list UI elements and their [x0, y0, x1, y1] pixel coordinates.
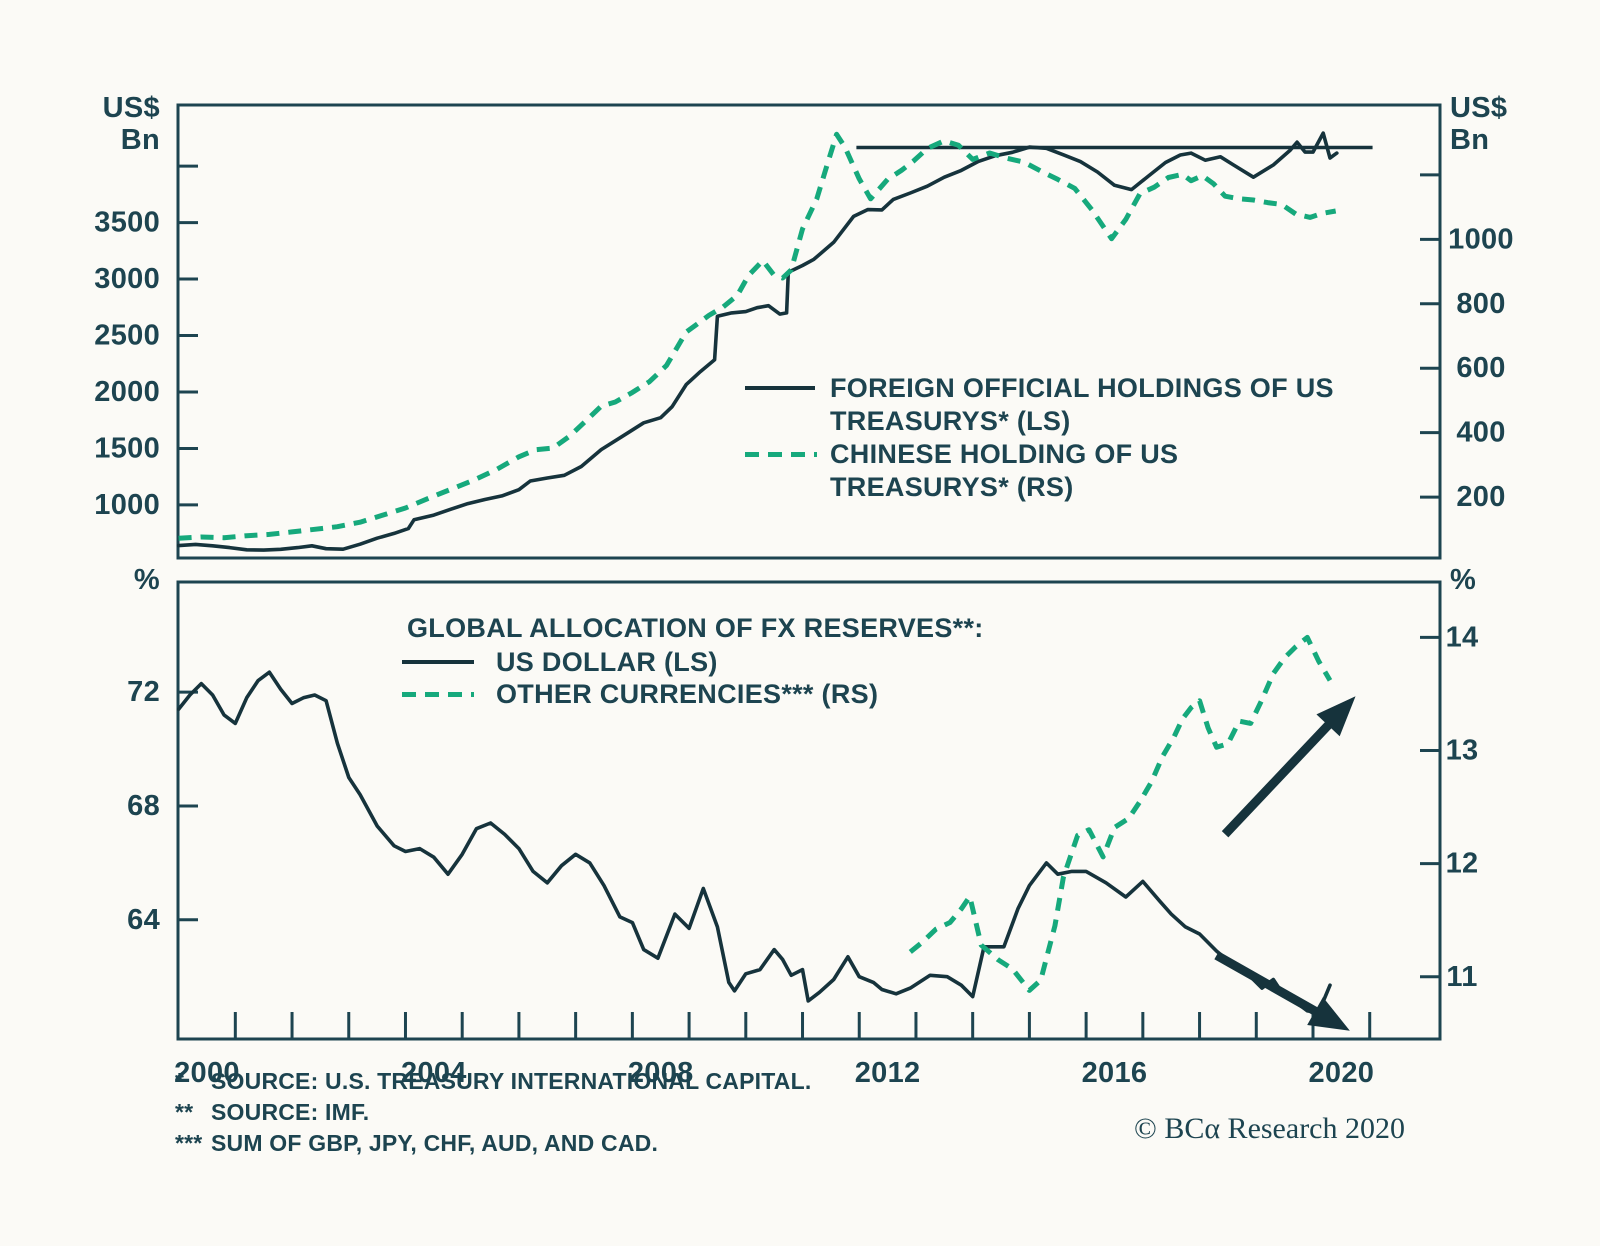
bottom-right-axis-unit: %: [1450, 564, 1477, 596]
legend-label-chinese-holdings-line2: TREASURYS* (RS): [830, 472, 1074, 502]
panel-treasury_holdings: 3500 3000 2500 2000 1500 1000 1000 800 600 400 200: [94, 103, 1514, 560]
y-tick-label-right: 800: [1456, 288, 1505, 320]
legend-label-foreign-official-line2: TREASURYS* (LS): [830, 406, 1071, 436]
x-tick-label: 2004: [401, 1057, 467, 1089]
y-tick-label-right: 12: [1446, 848, 1479, 880]
legend-label-us-dollar: US DOLLAR (LS): [496, 647, 718, 677]
y-tick-label-left: 2000: [94, 376, 160, 408]
y-tick-label-right: 1000: [1448, 223, 1514, 255]
x-tick-label: 2000: [174, 1057, 240, 1089]
footnote-text: SUM OF GBP, JPY, CHF, AUD, AND CAD.: [211, 1130, 659, 1156]
copyright: © BCα Research 2020: [1134, 1112, 1405, 1145]
legend-swatch-chinese-holdings: [745, 452, 817, 457]
legend-swatch-other-currencies: [402, 692, 474, 697]
trend-arrow-other-currencies-rising: [1221, 719, 1335, 838]
series-us-dollar-line: [176, 670, 1332, 1015]
y-tick-label-left: 72: [127, 676, 160, 708]
footnote-source-imf: ** SOURCE: IMF.: [175, 1097, 811, 1128]
y-tick-label-right: 600: [1456, 352, 1505, 384]
footnote-marker: **: [175, 1099, 194, 1125]
y-tick-label-right: 13: [1446, 735, 1479, 767]
legend-label-foreign-official-line1: FOREIGN OFFICIAL HOLDINGS OF US: [830, 373, 1334, 403]
y-tick-label-left: 64: [127, 904, 160, 936]
trend-arrow-other-currencies-rising-head: [1316, 696, 1356, 737]
footnotes: * SOURCE: U.S. TREASURY INTERNATIONAL CA…: [175, 1066, 811, 1159]
legend-swatch-us-dollar: [402, 660, 474, 664]
panel-border: [176, 103, 1442, 560]
top-right-axis-unit: US$ Bn: [1450, 92, 1508, 156]
y-tick-label-right: 200: [1456, 481, 1505, 513]
y-tick-label-left: 2500: [94, 320, 160, 352]
series-foreign-official-line: [176, 131, 1339, 552]
footnote-currencies: *** SUM OF GBP, JPY, CHF, AUD, AND CAD.: [175, 1128, 811, 1159]
legend-title-fx-reserves: GLOBAL ALLOCATION OF FX RESERVES**:: [407, 613, 984, 643]
y-tick-label-left: 68: [127, 790, 160, 822]
x-tick-label: 2016: [1082, 1057, 1148, 1089]
footnote-text: SOURCE: U.S. TREASURY INTERNATIONAL CAPI…: [211, 1068, 812, 1094]
bottom-left-axis-unit: %: [133, 564, 160, 596]
top-left-axis-unit: US$ Bn: [102, 92, 160, 156]
panel-fx_reserves: 72 68 64 14 13 12 11 2000 2004 2008 2012 2016 2020: [127, 580, 1479, 1089]
legend-label-other-currencies: OTHER CURRENCIES*** (RS): [496, 679, 879, 709]
legend-label-chinese-holdings-line1: CHINESE HOLDING OF US: [830, 439, 1179, 469]
footnote-text: SOURCE: IMF.: [211, 1099, 370, 1125]
footnote-marker: *: [175, 1068, 185, 1094]
x-tick-label: 2012: [855, 1057, 921, 1089]
y-tick-label-left: 1500: [94, 432, 160, 464]
y-tick-label-right: 14: [1446, 621, 1479, 653]
y-tick-label-left: 3500: [94, 207, 160, 239]
footnote-marker: ***: [175, 1130, 203, 1156]
series-chinese-holdings-line: [178, 131, 1337, 541]
y-tick-label-right: 400: [1456, 417, 1505, 449]
legend-swatch-foreign-official: [745, 386, 815, 390]
x-tick-label: 2020: [1309, 1057, 1375, 1089]
y-tick-label-left: 1000: [94, 489, 160, 521]
trend-arrow-us-dollar-falling: [1214, 951, 1321, 1017]
panel-border: [176, 580, 1442, 1041]
series-other-currencies-line: [908, 634, 1333, 993]
trend-arrow-us-dollar-falling-head: [1307, 997, 1350, 1031]
y-tick-label-left: 3000: [94, 263, 160, 295]
y-tick-label-right: 11: [1446, 961, 1477, 993]
footnote-source-tic: * SOURCE: U.S. TREASURY INTERNATIONAL CA…: [175, 1066, 811, 1097]
x-tick-label: 2008: [628, 1057, 694, 1089]
